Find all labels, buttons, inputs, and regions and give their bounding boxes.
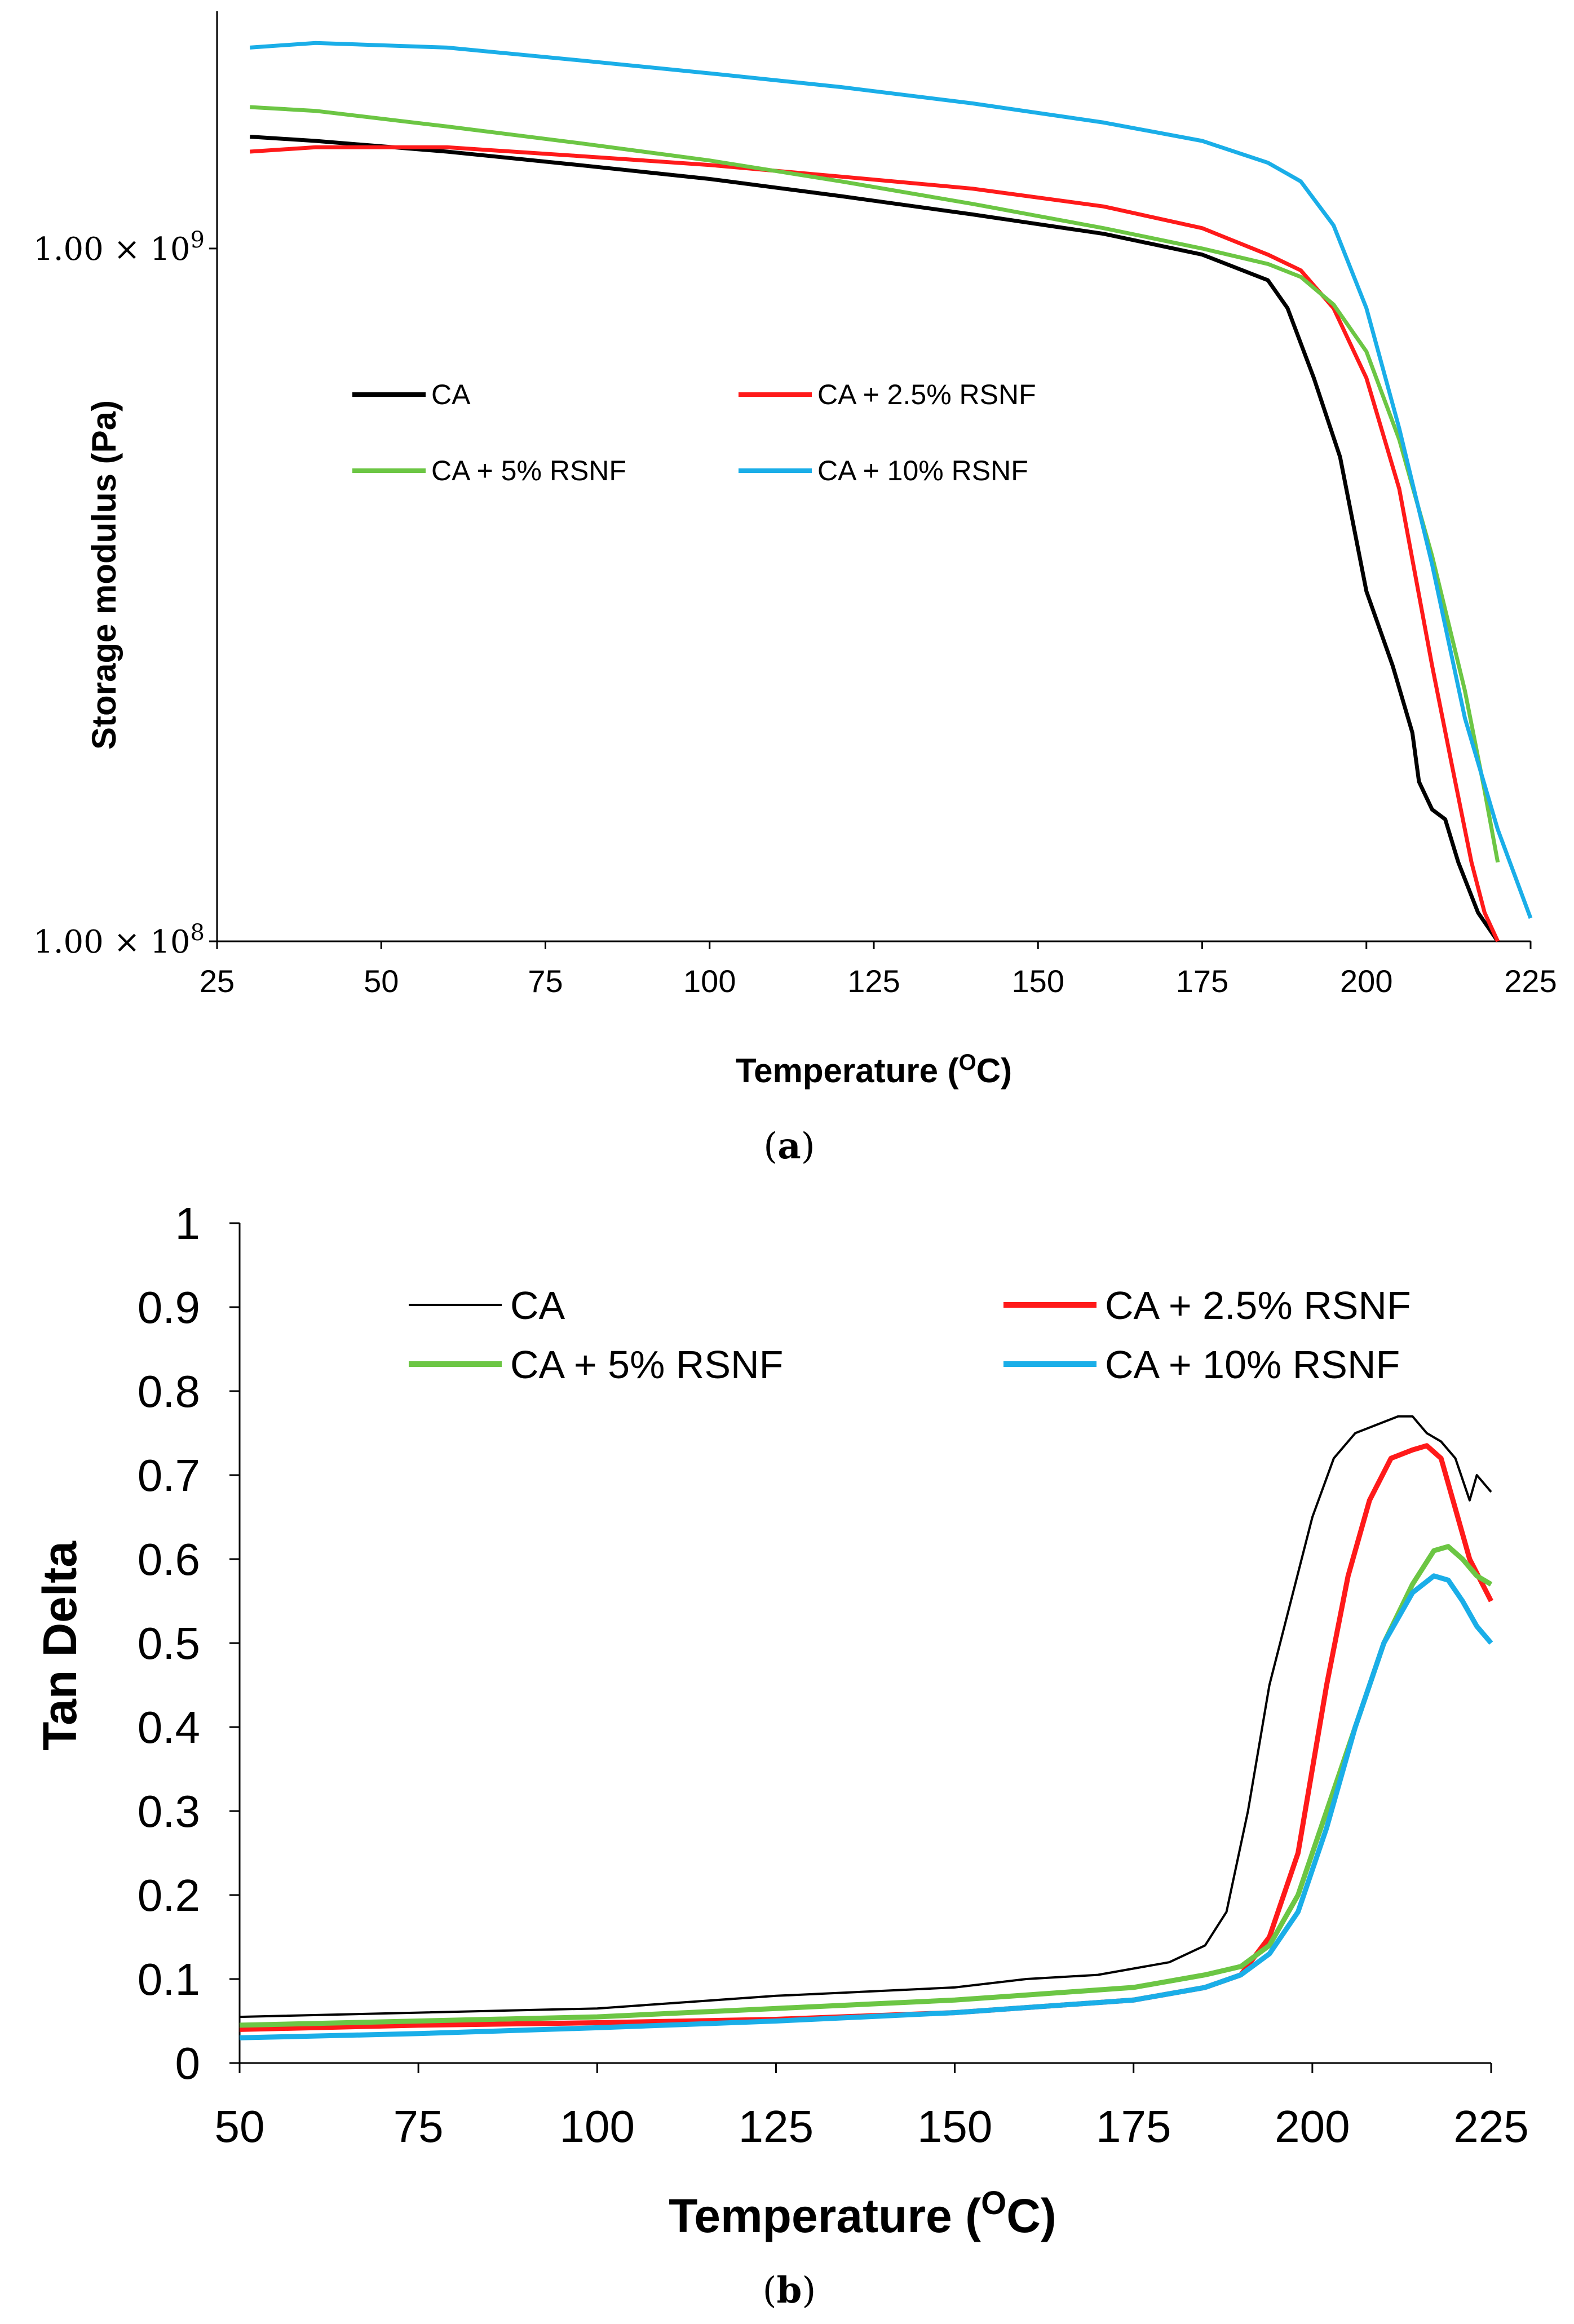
panel-b-y-tick-label: 1: [175, 1198, 201, 1249]
panel-b-x-tick-label: 50: [215, 2101, 265, 2152]
panel-a-series-ca-2-5-rsnf: [250, 145, 1500, 942]
panel-b-y-axis-label: Tan Delta: [33, 1541, 86, 1751]
panel-b-series-ca-2-5-rsnf: [239, 1443, 1494, 2032]
panel-a-x-tick-label: 25: [200, 963, 235, 999]
panel-b-y-tick-label: 0.5: [138, 1618, 200, 1668]
panel-a-x-tick-label: 75: [528, 963, 563, 999]
panel-b-x-tick-label: 100: [560, 2101, 635, 2152]
panel-b-series-ca-10-rsnf: [239, 1573, 1493, 2040]
panel-a-chart: 25 50 75 100 125 150 175 200 225 1.00 × 109 1.00 …: [33, 11, 1557, 1090]
panel-a-legend-label: CA + 10% RSNF: [817, 455, 1028, 486]
panel-a-x-tick-label: 225: [1504, 963, 1557, 999]
panel-b-legend-label: CA + 2.5% RSNF: [1105, 1283, 1411, 1327]
panel-a-series-ca-5-rsnf: [250, 105, 1500, 863]
panel-b-series-ca: [239, 1415, 1492, 2018]
panel-a-x-tick-label: 50: [364, 963, 399, 999]
panel-a-x-tick-label: 150: [1012, 963, 1064, 999]
panel-b-caption: (b): [763, 2269, 816, 2312]
panel-a-legend-label: CA: [431, 379, 471, 410]
panel-b-legend-label: CA + 5% RSNF: [510, 1343, 783, 1387]
panel-b-x-tick-label: 200: [1275, 2101, 1350, 2152]
panel-b-x-tick-label: 225: [1453, 2101, 1528, 2152]
panel-a-x-tick-label: 200: [1340, 963, 1392, 999]
panel-b-series-ca-5-rsnf: [239, 1544, 1493, 2028]
panel-a-legend: CA CA + 2.5% RSNF CA + 5% RSNF CA + 10% RSN…: [352, 379, 1036, 486]
panel-a-y-axis-label: Storage modulus (Pa): [85, 400, 123, 750]
panel-a-y-tick-label: 1.00 × 108: [33, 920, 205, 960]
panel-b-x-tick-label: 150: [917, 2101, 992, 2152]
panel-b-x-tick-label: 125: [739, 2101, 813, 2152]
panel-b-x-axis-label: Temperature (OC): [669, 2185, 1056, 2242]
panel-b-legend-label: CA + 10% RSNF: [1105, 1343, 1400, 1387]
panel-b-x-tick-label: 75: [394, 2101, 444, 2152]
panel-b-y-tick-label: 0.1: [138, 1954, 200, 2004]
panel-b-y-tick-label: 0.6: [138, 1534, 200, 1584]
panel-a-series-ca: [250, 135, 1500, 942]
panel-b-y-tick-label: 0.8: [138, 1366, 200, 1416]
panel-b-y-tick-label: 0.7: [138, 1450, 200, 1500]
panel-b-chart: 50 75 100 125 150 175 200 225 0 0.1 0.2 0.3 0.4 0.5 0…: [33, 1198, 1529, 2242]
panel-a-x-tick-label: 175: [1176, 963, 1228, 999]
panel-a-x-tick-label: 125: [847, 963, 900, 999]
panel-b-y-tick-label: 0.2: [138, 1870, 200, 1920]
panel-a-x-axis-label: Temperature (OC): [736, 1050, 1012, 1090]
panel-a-series-ca-10-rsnf: [250, 41, 1533, 919]
panel-b-y-tick-label: 0: [175, 2038, 201, 2088]
panel-a-legend-label: CA + 5% RSNF: [431, 455, 626, 486]
panel-a-x-tick-label: 100: [683, 963, 736, 999]
panel-b-y-tick-label: 0.3: [138, 1786, 200, 1836]
panel-a-legend-label: CA + 2.5% RSNF: [817, 379, 1036, 410]
panel-a-caption: (a): [763, 1125, 815, 1167]
panel-b-legend: CA CA + 2.5% RSNF CA + 5% RSNF CA + 10% RSN…: [409, 1283, 1411, 1387]
panel-a-y-tick-label: 1.00 × 109: [33, 227, 205, 268]
panel-b-legend-label: CA: [510, 1283, 565, 1327]
panel-b-x-tick-label: 175: [1096, 2101, 1171, 2152]
panel-b-y-tick-label: 0.9: [138, 1282, 200, 1333]
panel-b-y-tick-label: 0.4: [138, 1702, 200, 1752]
